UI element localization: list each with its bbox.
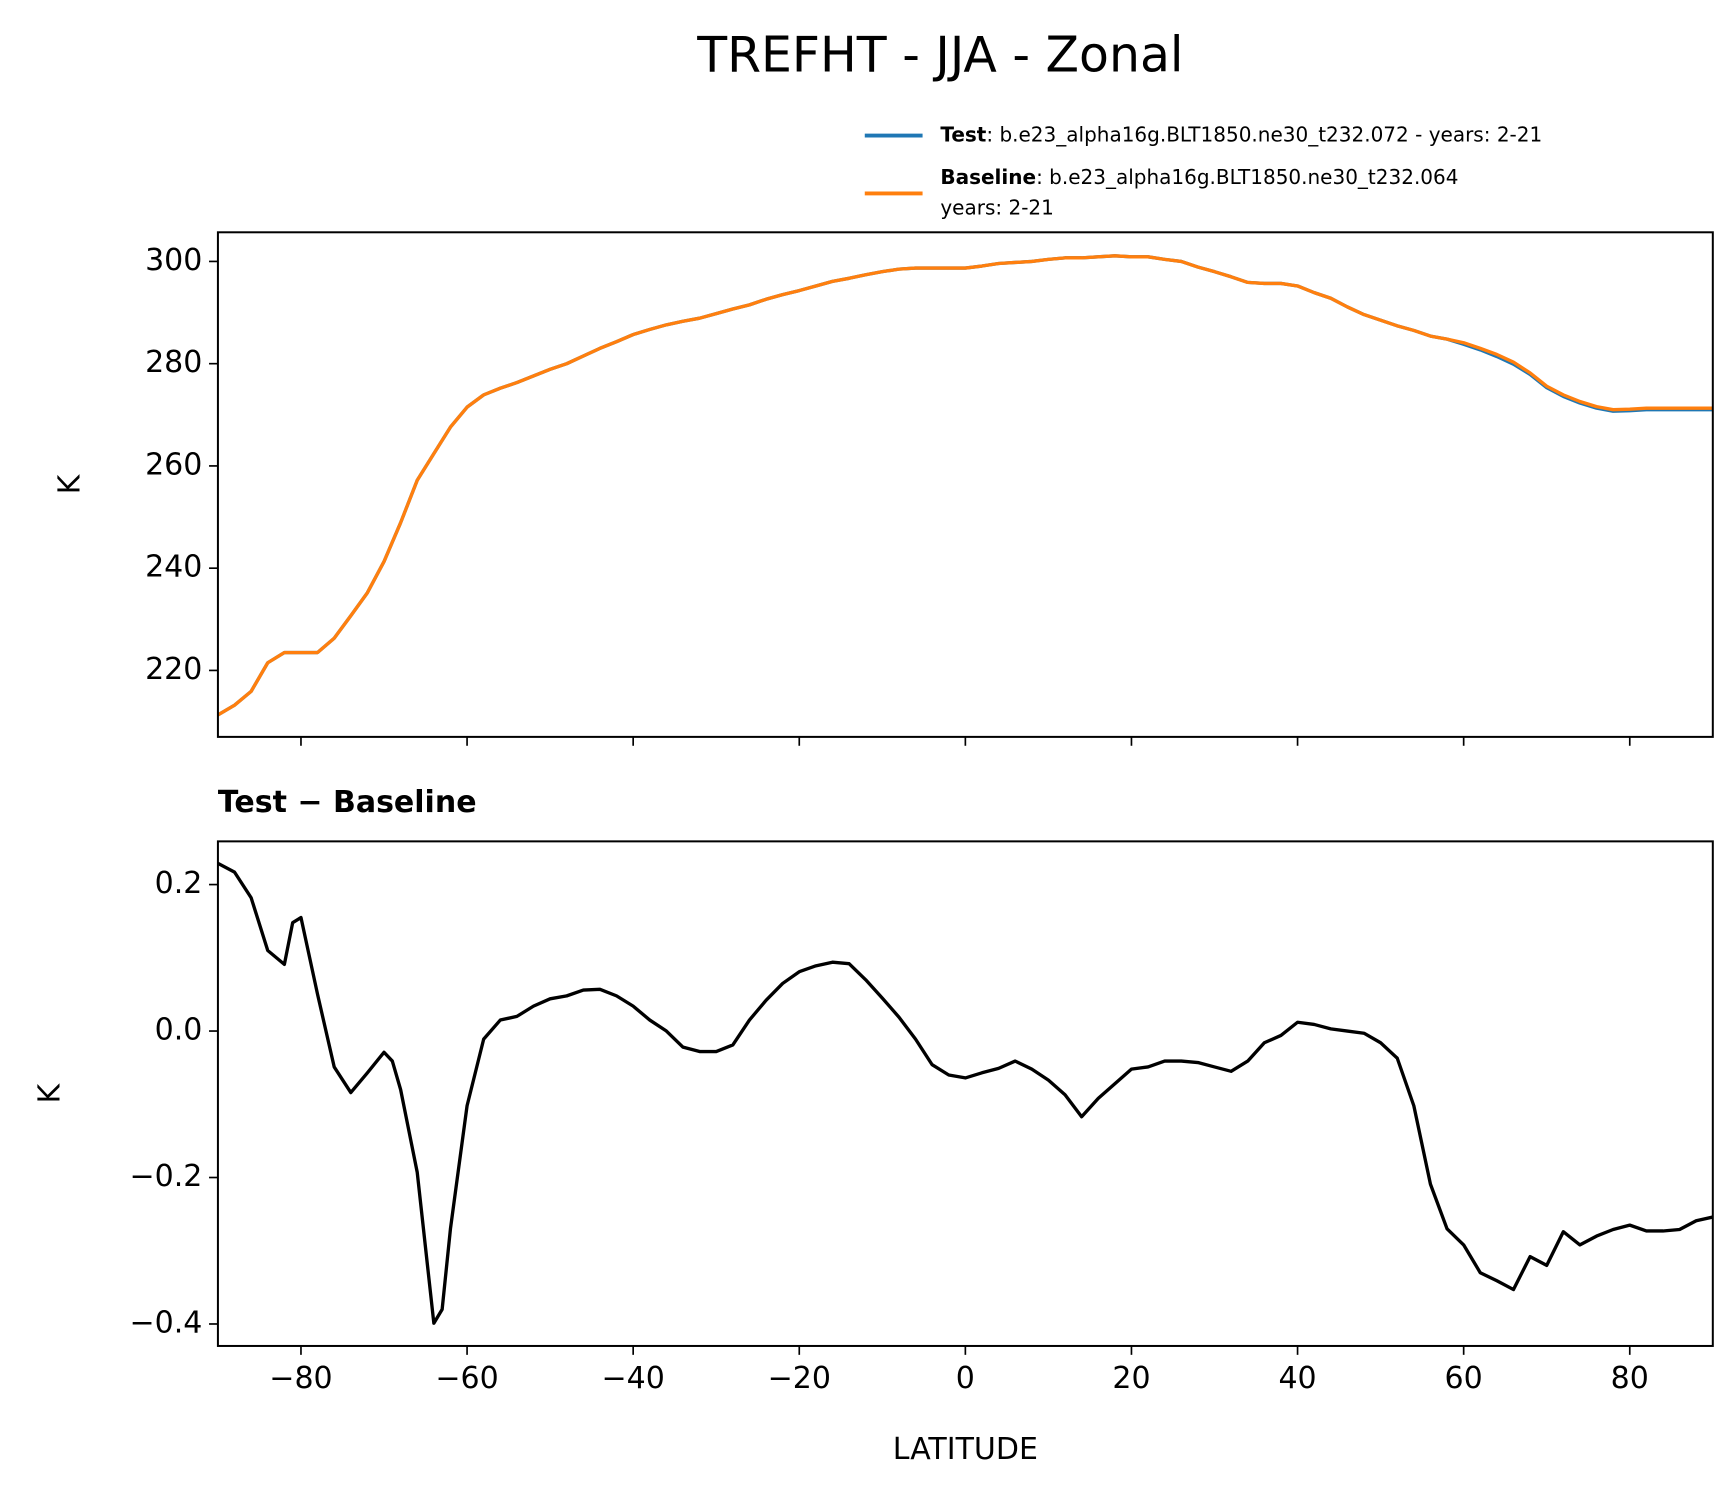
y-tick-label: 0.0 xyxy=(155,1013,203,1048)
legend-name: Test xyxy=(940,122,986,146)
data-line xyxy=(217,254,1713,717)
x-tick-label: 0 xyxy=(956,1361,975,1396)
y-tick-label: 0.2 xyxy=(155,866,203,901)
y-tick-label: −0.2 xyxy=(129,1159,202,1194)
y-axis-label: K xyxy=(53,473,88,494)
x-tick-label: −80 xyxy=(269,1361,332,1396)
figure-title: TREFHT - JJA - Zonal xyxy=(696,26,1183,83)
axes-frame xyxy=(216,840,1714,1347)
legend-description: : b.e23_alpha16g.BLT1850.ne30_t232.064 xyxy=(1036,164,1458,188)
legend-name: Baseline xyxy=(940,164,1036,188)
x-tick-label: 60 xyxy=(1445,1361,1483,1396)
x-tick-label: −40 xyxy=(602,1361,665,1396)
legend-description: years: 2-21 xyxy=(940,195,1054,219)
x-axis-label: LATITUDE xyxy=(893,1432,1038,1467)
legend-description: : b.e23_alpha16g.BLT1850.ne30_t232.072 -… xyxy=(986,122,1542,146)
y-axis-label: K xyxy=(33,1083,68,1104)
axes-frame xyxy=(216,231,1714,738)
data-line xyxy=(217,254,1713,717)
x-tick-label: −20 xyxy=(768,1361,831,1396)
y-tick-label: 300 xyxy=(145,243,202,278)
legend-label: Test: b.e23_alpha16g.BLT1850.ne30_t232.0… xyxy=(940,122,1542,146)
x-tick-label: 80 xyxy=(1611,1361,1649,1396)
x-tick-label: 20 xyxy=(1112,1361,1150,1396)
legend-label: Baseline: b.e23_alpha16g.BLT1850.ne30_t2… xyxy=(940,164,1458,188)
x-tick-label: 40 xyxy=(1278,1361,1316,1396)
x-tick-label: −60 xyxy=(435,1361,498,1396)
y-tick-label: 260 xyxy=(145,447,202,482)
y-tick-label: −0.4 xyxy=(129,1305,202,1340)
y-tick-label: 280 xyxy=(145,345,202,380)
y-tick-label: 220 xyxy=(145,652,202,687)
data-line xyxy=(217,861,1713,1325)
y-tick-label: 240 xyxy=(145,550,202,585)
axes-title: Test − Baseline xyxy=(218,785,477,820)
